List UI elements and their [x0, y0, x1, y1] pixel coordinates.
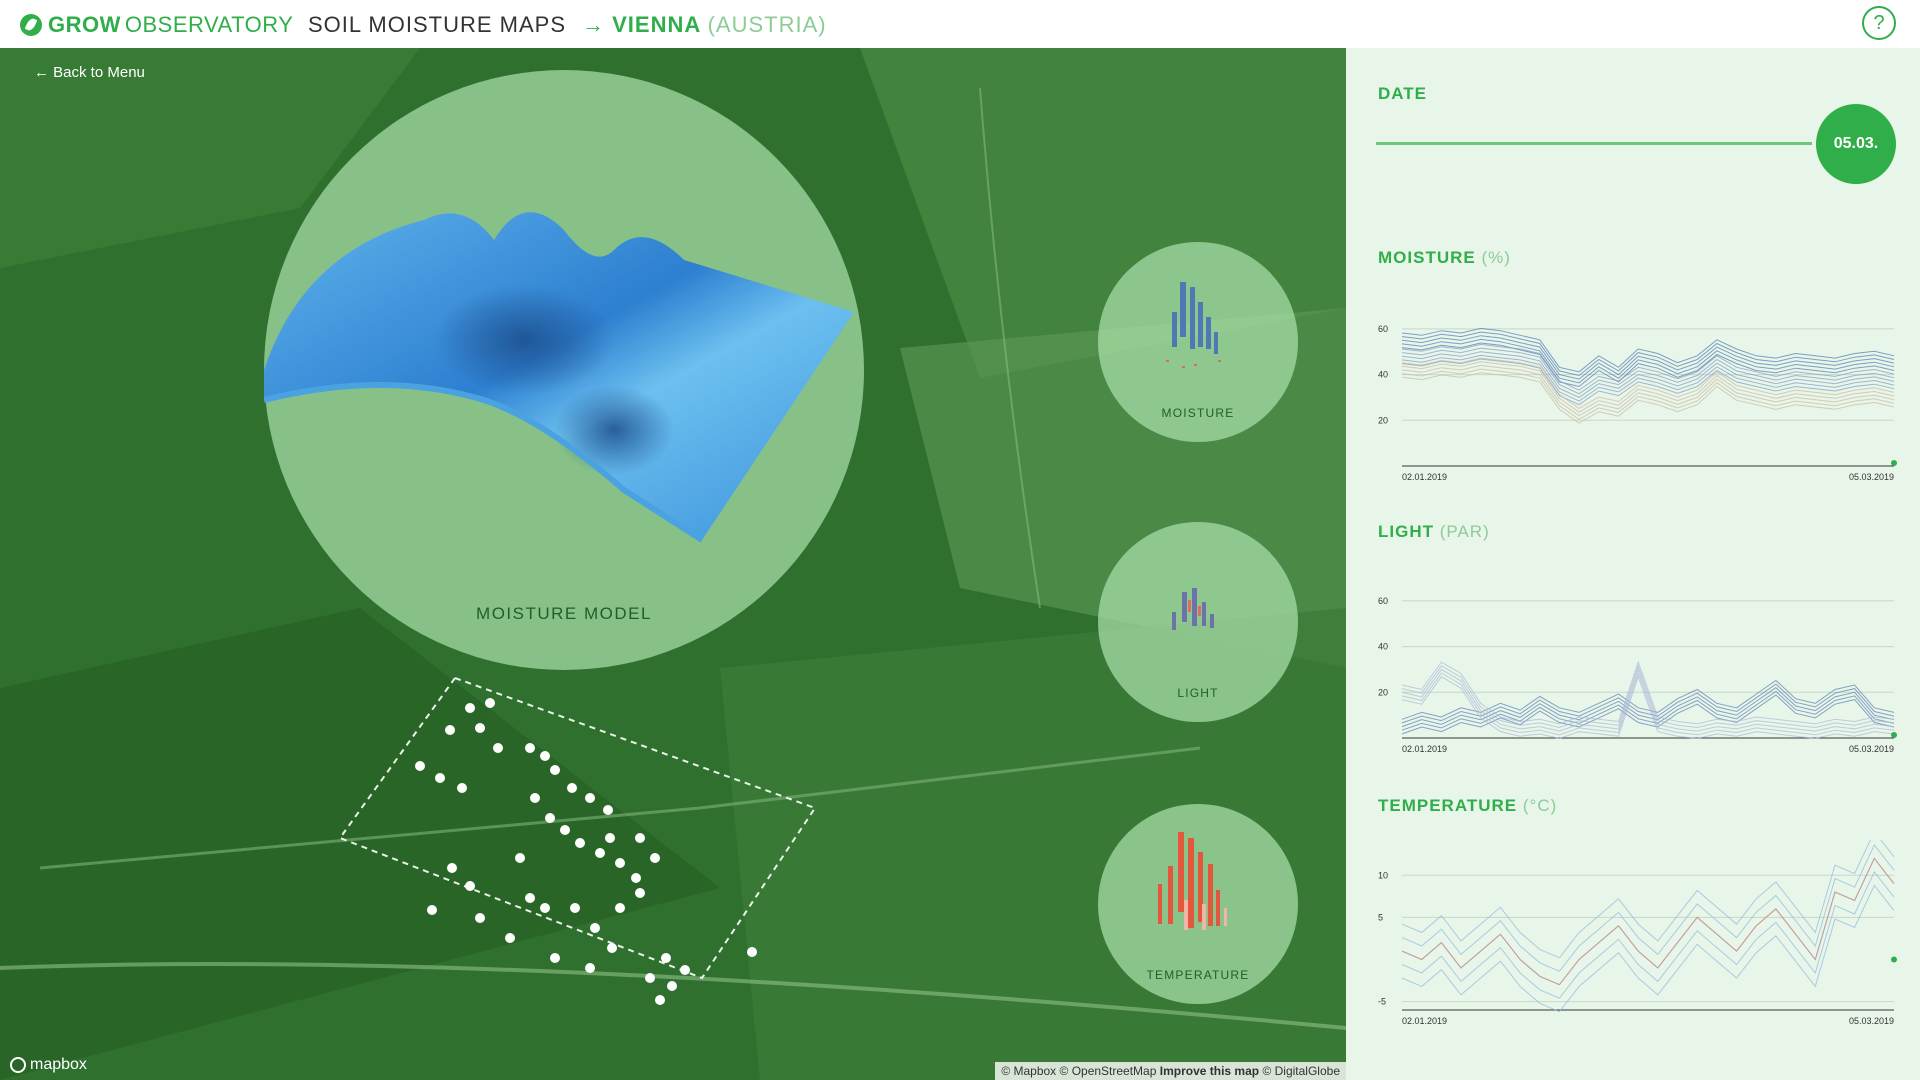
map-attribution: © Mapbox © OpenStreetMap Improve this ma… — [995, 1062, 1346, 1080]
series-line — [1401, 683, 1895, 724]
grow-observatory-logo[interactable]: GROW OBSERVATORY — [20, 12, 293, 38]
series-line — [1401, 354, 1895, 402]
current-date-marker — [1891, 460, 1897, 466]
temperature-bars-3d — [1158, 832, 1227, 930]
y-tick-label: -5 — [1378, 997, 1386, 1007]
series-line — [1401, 679, 1895, 720]
light-title-text: LIGHT — [1378, 522, 1434, 541]
current-date-marker — [1891, 732, 1897, 738]
series-line — [1401, 351, 1895, 398]
app-header: GROW OBSERVATORY SOIL MOISTURE MAPS → VI… — [0, 0, 1920, 48]
brand-grow: GROW — [48, 12, 121, 37]
series-line — [1401, 357, 1895, 409]
series-line — [1401, 675, 1895, 740]
sensor-points — [415, 698, 757, 1005]
attribution-digitalglobe: © DigitalGlobe — [1262, 1064, 1340, 1078]
y-tick-label: 20 — [1378, 415, 1388, 425]
x-start-label: 02.01.2019 — [1402, 744, 1447, 754]
y-tick-label: 40 — [1378, 642, 1388, 652]
sensor-area-outline — [338, 676, 817, 980]
series-line — [1401, 884, 1895, 1013]
temperature-bubble[interactable]: TEMPERATURE — [1098, 804, 1298, 1004]
series-line — [1401, 335, 1895, 380]
series-line — [1401, 327, 1895, 373]
help-button[interactable]: ? — [1862, 6, 1896, 40]
series-line — [1401, 870, 1895, 999]
series-line — [1401, 338, 1895, 384]
series-line — [1401, 671, 1895, 736]
brand-observatory: OBSERVATORY — [124, 12, 294, 37]
x-end-label: 05.03.2019 — [1849, 744, 1894, 754]
light-bubble[interactable]: LIGHT — [1098, 522, 1298, 722]
temperature-title-text: TEMPERATURE — [1378, 796, 1518, 815]
current-date-marker — [1891, 956, 1897, 963]
series-line — [1401, 331, 1895, 377]
moisture-chart-title: MOISTURE (%) — [1378, 248, 1511, 268]
x-end-label: 05.03.2019 — [1849, 472, 1894, 482]
y-tick-label: 60 — [1378, 596, 1388, 606]
map-view[interactable]: ← Back to Menu MOISTURE MODEL — [0, 48, 1346, 1080]
series-line — [1401, 857, 1895, 986]
y-tick-label: 5 — [1378, 912, 1383, 922]
light-bubble-label: LIGHT — [1177, 686, 1219, 700]
y-tick-label: 20 — [1378, 687, 1388, 697]
date-slider-track[interactable] — [1376, 142, 1812, 145]
location-city: VIENNA — [612, 12, 701, 37]
series-line — [1401, 664, 1895, 729]
temperature-chart-title: TEMPERATURE (°C) — [1378, 796, 1557, 816]
series-line-warm — [1401, 857, 1895, 986]
series-line — [1401, 347, 1895, 395]
x-start-label: 02.01.2019 — [1402, 1016, 1447, 1026]
location-title: → VIENNA (AUSTRIA) — [582, 12, 827, 38]
attribution-text: © Mapbox © OpenStreetMap — [1001, 1064, 1157, 1078]
light-unit: (PAR) — [1439, 522, 1490, 541]
moisture-model-bubble[interactable]: MOISTURE MODEL — [264, 70, 864, 670]
series-line — [1401, 358, 1895, 406]
series-line — [1401, 690, 1895, 731]
y-tick-label: 40 — [1378, 370, 1388, 380]
app-title: SOIL MOISTURE MAPS — [308, 12, 567, 37]
light-bars-3d — [1172, 588, 1214, 630]
improve-map-link[interactable]: Improve this map — [1159, 1064, 1260, 1078]
moisture-bubble[interactable]: MOISTURE — [1098, 242, 1298, 442]
moisture-model-label: MOISTURE MODEL — [476, 604, 652, 623]
moisture-title-text: MOISTURE — [1378, 248, 1476, 267]
series-line — [1401, 694, 1895, 735]
series-line — [1401, 687, 1895, 728]
x-start-label: 02.01.2019 — [1402, 472, 1447, 482]
light-chart-title: LIGHT (PAR) — [1378, 522, 1490, 542]
date-title: DATE — [1378, 84, 1428, 103]
series-line — [1401, 364, 1895, 417]
series-line — [1401, 343, 1895, 391]
series-line — [1401, 660, 1895, 725]
moisture-bars-3d — [1166, 282, 1221, 368]
date-slider-knob[interactable]: 05.03. — [1816, 104, 1896, 184]
arrow-right-icon: → — [582, 12, 605, 37]
leaf-icon — [20, 14, 42, 36]
temperature-bubble-label: TEMPERATURE — [1146, 968, 1250, 982]
mapbox-label: mapbox — [30, 1056, 87, 1073]
series-line — [1401, 368, 1895, 420]
series-line — [1401, 361, 1895, 413]
mapbox-logo[interactable]: mapbox — [10, 1056, 87, 1074]
data-panel: DATE 05.03. MOISTURE (%) 20 40 60 02.01.201… — [1346, 48, 1920, 1080]
moisture-model-surface — [264, 212, 854, 543]
moisture-chart[interactable]: 20 40 60 02.01.2019 05.03.2019 — [1374, 296, 1904, 496]
location-country: (AUSTRIA) — [707, 12, 827, 37]
x-end-label: 05.03.2019 — [1849, 1016, 1894, 1026]
back-to-menu-link[interactable]: ← Back to Menu — [34, 64, 145, 81]
series-line — [1401, 843, 1895, 972]
series-line — [1401, 342, 1895, 388]
temperature-unit: (°C) — [1522, 796, 1558, 815]
series-line — [1401, 667, 1895, 732]
temperature-chart[interactable]: -5 5 10 02.01.2019 05.03.2019 — [1374, 840, 1904, 1040]
mapbox-icon — [10, 1057, 26, 1073]
moisture-unit: (%) — [1481, 248, 1511, 267]
y-tick-label: 10 — [1378, 870, 1388, 880]
y-tick-label: 60 — [1378, 324, 1388, 334]
series-line — [1401, 372, 1895, 424]
light-chart[interactable]: 20 40 60 02.01.2019 05.03.2019 — [1374, 568, 1904, 768]
series-line — [1401, 840, 1895, 959]
moisture-bubble-label: MOISTURE — [1161, 406, 1235, 420]
